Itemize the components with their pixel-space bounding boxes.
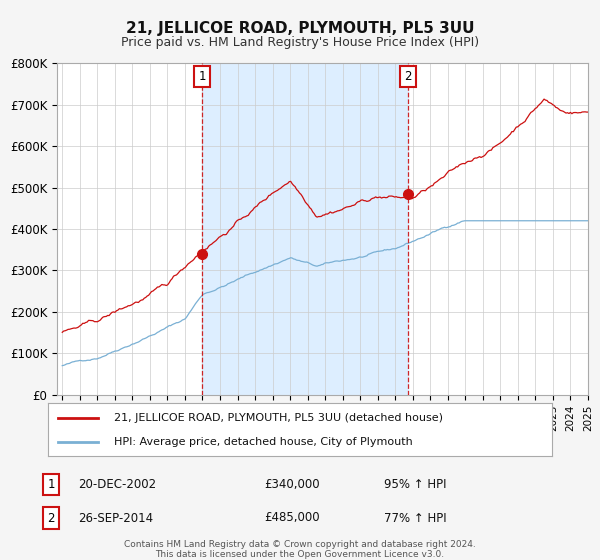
Text: 26-SEP-2014: 26-SEP-2014: [78, 511, 153, 525]
Text: HPI: Average price, detached house, City of Plymouth: HPI: Average price, detached house, City…: [113, 436, 412, 446]
Bar: [202, 63, 408, 395]
Text: This data is licensed under the Open Government Licence v3.0.: This data is licensed under the Open Gov…: [155, 550, 445, 559]
Text: 77% ↑ HPI: 77% ↑ HPI: [384, 511, 446, 525]
Text: 20-DEC-2002: 20-DEC-2002: [78, 478, 156, 491]
Text: 2: 2: [47, 511, 55, 525]
Text: 21, JELLICOE ROAD, PLYMOUTH, PL5 3UU (detached house): 21, JELLICOE ROAD, PLYMOUTH, PL5 3UU (de…: [113, 413, 443, 423]
Text: 21, JELLICOE ROAD, PLYMOUTH, PL5 3UU: 21, JELLICOE ROAD, PLYMOUTH, PL5 3UU: [126, 21, 474, 36]
Text: 2: 2: [404, 70, 412, 83]
Text: 95% ↑ HPI: 95% ↑ HPI: [384, 478, 446, 491]
Text: Contains HM Land Registry data © Crown copyright and database right 2024.: Contains HM Land Registry data © Crown c…: [124, 540, 476, 549]
Text: Price paid vs. HM Land Registry's House Price Index (HPI): Price paid vs. HM Land Registry's House …: [121, 36, 479, 49]
Text: 1: 1: [47, 478, 55, 491]
Text: £340,000: £340,000: [264, 478, 320, 491]
Text: 1: 1: [198, 70, 206, 83]
Text: £485,000: £485,000: [264, 511, 320, 525]
